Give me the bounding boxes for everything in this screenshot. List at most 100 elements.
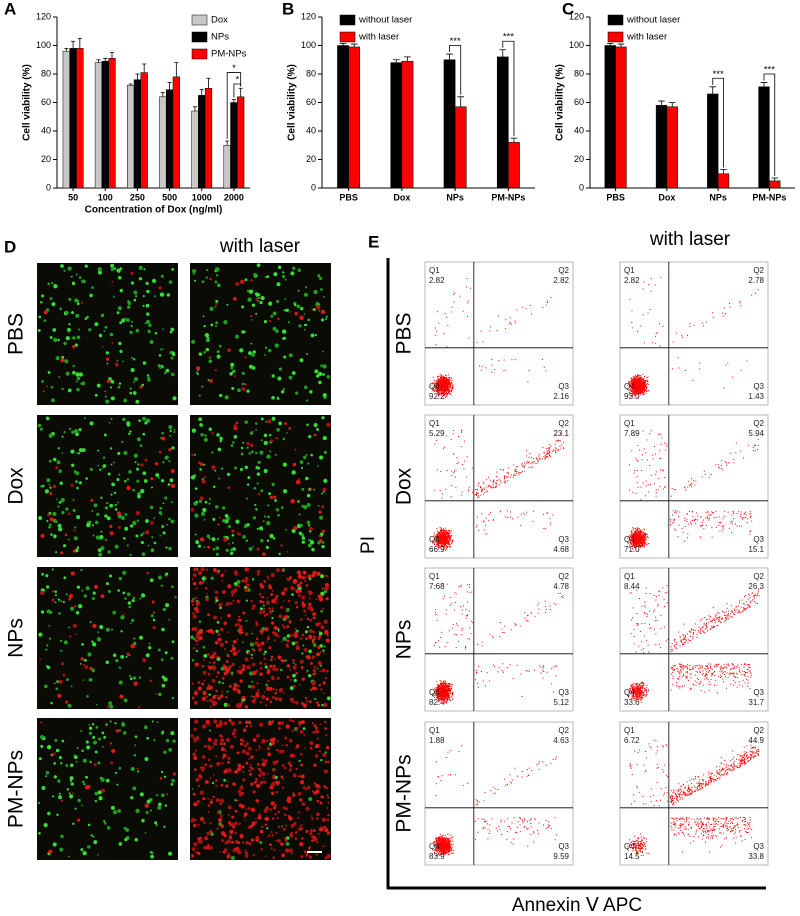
green-cell xyxy=(118,842,123,846)
green-cell xyxy=(130,281,135,285)
event-dot xyxy=(549,456,551,458)
red-cell xyxy=(320,795,324,799)
red-cell xyxy=(312,686,317,691)
event-dot xyxy=(550,296,552,298)
event-dot xyxy=(436,376,438,378)
green-cell xyxy=(97,790,102,795)
legend-label: with laser xyxy=(626,32,667,43)
error-bar xyxy=(457,96,465,107)
red-cell xyxy=(292,665,297,670)
red-cell xyxy=(290,586,295,590)
red-cell xyxy=(260,848,263,851)
event-dot xyxy=(440,527,442,529)
red-cell xyxy=(192,792,196,796)
significance-label: *** xyxy=(764,65,775,76)
event-dot xyxy=(445,531,447,533)
green-cell xyxy=(211,781,215,785)
event-dot xyxy=(437,383,439,385)
green-cell xyxy=(255,508,258,511)
red-cell xyxy=(256,637,259,641)
green-cell xyxy=(86,745,91,750)
green-cell xyxy=(91,510,94,512)
event-dot xyxy=(446,378,448,380)
red-cell xyxy=(322,825,327,830)
green-cell xyxy=(259,300,263,305)
event-dot xyxy=(443,394,445,396)
y-tick-label: 40 xyxy=(306,125,316,135)
green-cell xyxy=(276,282,281,287)
red-cell xyxy=(206,686,210,691)
event-dot xyxy=(444,538,446,540)
green-cell xyxy=(215,274,219,277)
green-cell xyxy=(103,433,107,437)
event-dot xyxy=(435,388,437,390)
green-cell xyxy=(318,631,323,636)
red-cell xyxy=(224,569,227,572)
red-cell xyxy=(232,651,237,656)
event-dot xyxy=(441,544,443,546)
event-dot xyxy=(442,542,444,544)
red-cell xyxy=(205,629,209,633)
event-dot xyxy=(444,527,446,529)
red-cell xyxy=(215,755,218,758)
event-dot xyxy=(644,380,646,382)
red-cell xyxy=(227,486,231,490)
red-cell xyxy=(252,670,257,676)
red-cell xyxy=(250,684,255,689)
green-cell xyxy=(270,314,274,318)
red-cell xyxy=(197,680,201,684)
event-dot xyxy=(442,396,444,398)
red-cell xyxy=(237,763,242,768)
event-dot xyxy=(520,472,522,474)
green-cell xyxy=(115,659,119,663)
green-cell xyxy=(51,282,54,285)
green-cell xyxy=(248,289,254,294)
red-cell xyxy=(323,692,325,695)
event-dot xyxy=(438,547,440,549)
red-cell xyxy=(215,779,218,782)
event-dot xyxy=(443,386,445,388)
green-cell xyxy=(168,851,173,856)
red-cell xyxy=(260,584,265,589)
red-cell xyxy=(316,737,319,740)
event-dot xyxy=(450,485,452,487)
event-dot xyxy=(438,531,440,533)
green-cell xyxy=(70,685,73,688)
red-cell xyxy=(309,740,314,746)
event-dot xyxy=(491,359,493,361)
event-dot xyxy=(439,378,441,380)
red-cell xyxy=(278,697,283,701)
green-cell xyxy=(287,321,290,324)
event-dot xyxy=(631,321,633,323)
green-cell xyxy=(85,740,89,744)
green-cell xyxy=(164,455,169,460)
event-dot xyxy=(498,360,500,362)
green-cell xyxy=(269,433,272,437)
green-cell xyxy=(68,297,72,302)
green-cell xyxy=(169,434,172,437)
green-cell xyxy=(282,636,287,641)
significance-label: *** xyxy=(713,69,724,80)
red-cell xyxy=(267,721,272,726)
green-cell xyxy=(133,453,138,458)
event-dot xyxy=(441,541,443,543)
panel-label: C xyxy=(562,0,574,18)
red-cell xyxy=(298,720,302,725)
event-dot xyxy=(639,390,641,392)
red-cell xyxy=(203,476,206,479)
green-cell xyxy=(139,444,143,447)
red-cell xyxy=(294,633,298,638)
event-dot xyxy=(441,391,443,393)
quadrant-name: Q3 xyxy=(753,382,764,391)
green-cell xyxy=(88,328,92,332)
event-dot xyxy=(634,383,636,385)
x-tick-label: PM-NPs xyxy=(752,192,786,202)
event-dot xyxy=(723,387,725,389)
row-label: PBS xyxy=(5,313,28,355)
event-dot xyxy=(431,384,433,386)
green-cell xyxy=(191,658,195,662)
event-dot xyxy=(466,476,468,478)
green-cell xyxy=(286,634,291,638)
green-cell xyxy=(316,374,320,378)
green-cell xyxy=(292,662,295,665)
